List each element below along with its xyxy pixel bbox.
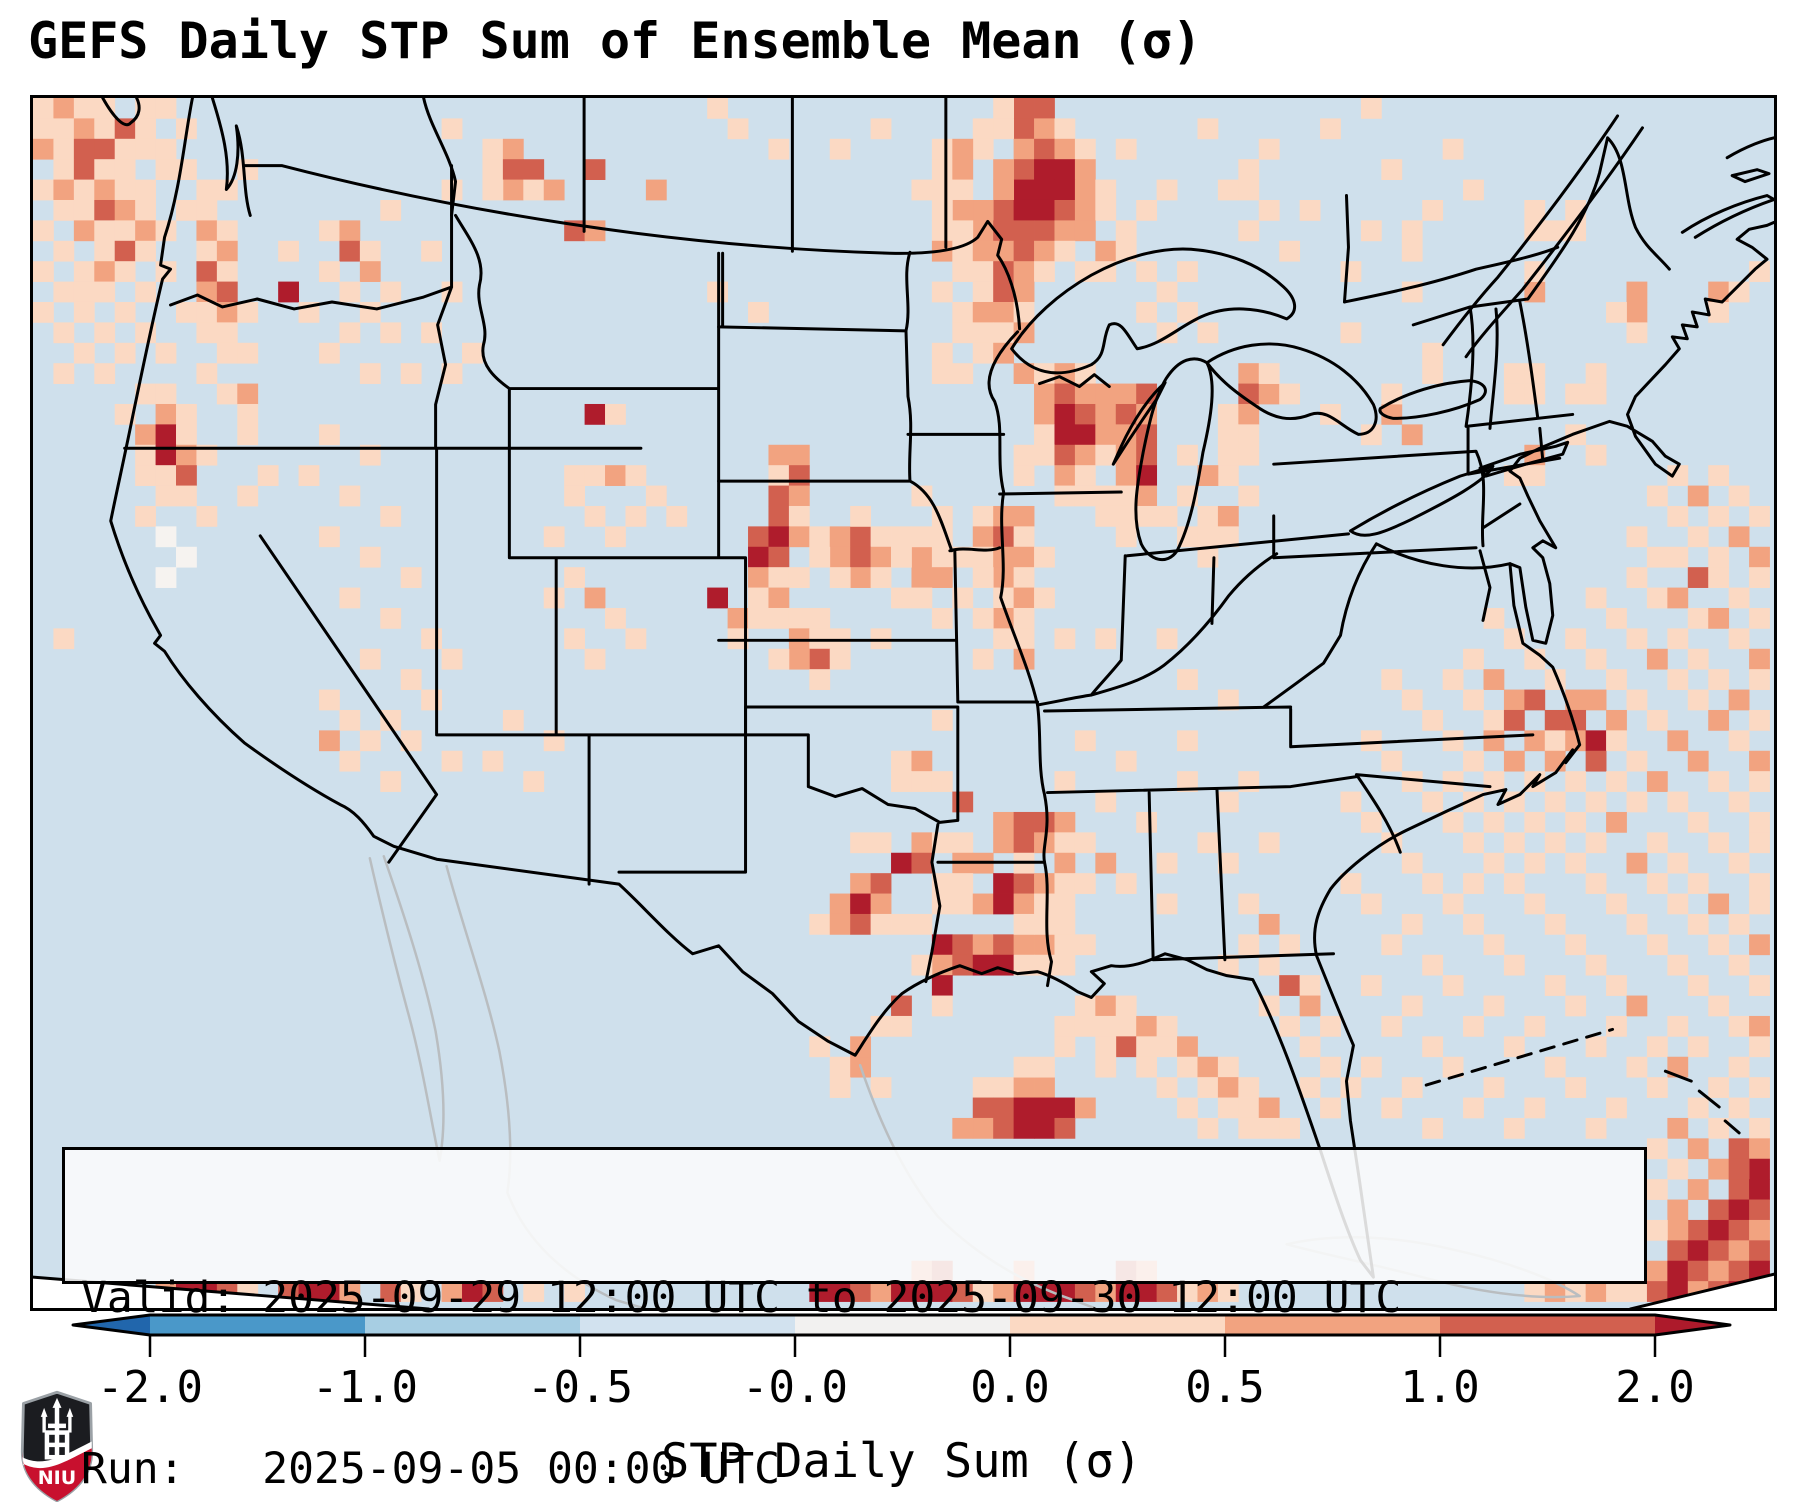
lake-erie-outline <box>1348 464 1495 537</box>
bc-alberta-border <box>422 98 458 217</box>
ontario-quebec-border <box>1342 194 1560 304</box>
colorbar-tick-label: 0.5 <box>1185 1362 1265 1413</box>
colorbar-over-arrow <box>1655 1315 1730 1335</box>
us-map <box>33 98 1774 1308</box>
cuba-north-coast-dashed <box>1424 1027 1615 1087</box>
western-state-borders <box>123 164 748 886</box>
colorbar-tick-label: 1.0 <box>1400 1362 1480 1413</box>
colorbar-tick-label: -0.5 <box>527 1362 633 1413</box>
st-lawrence-river <box>1441 114 1644 359</box>
plot-title: GEFS Daily STP Sum of Ensemble Mean (σ) <box>28 12 1202 70</box>
map-frame <box>30 95 1777 1311</box>
colorbar-tick-label: -0.0 <box>742 1362 848 1413</box>
colorbar-segment <box>365 1315 580 1335</box>
canada-border-49n <box>242 164 1022 331</box>
map-domain-boundary-right <box>1629 1272 1774 1308</box>
colorbar-tick-label: 0.0 <box>970 1362 1050 1413</box>
logo-white-swoosh <box>22 1441 92 1470</box>
plains-state-borders <box>717 250 1047 984</box>
map-domain-wedge-right <box>1634 1274 1774 1308</box>
green-bay-outline <box>1111 381 1167 466</box>
logo-text: NIU <box>38 1467 76 1489</box>
colorbar-under-arrow <box>73 1315 150 1335</box>
colorbar-segment <box>580 1315 795 1335</box>
colorbar-axis-label: STP Daily Sum (σ) <box>660 1434 1143 1489</box>
logo-red-band <box>22 1448 92 1501</box>
mississippi-river-borders <box>987 330 1053 988</box>
nova-scotia-coastline <box>1680 194 1774 239</box>
valid-run-info-box: Valid: 2025-09-29 12:00 UTC to 2025-09-3… <box>62 1147 1647 1494</box>
lake-superior-outline <box>1010 247 1297 375</box>
colorbar-tick-label: -2.0 <box>97 1362 203 1413</box>
new-england-borders <box>1411 136 1671 476</box>
logo-castle-windows <box>49 1434 65 1455</box>
colorbar-segments <box>150 1315 1655 1335</box>
valid-line: Valid: 2025-09-29 12:00 UTC to 2025-09-3… <box>81 1273 1402 1323</box>
colorbar-segment <box>150 1315 365 1335</box>
coastlines-and-borders <box>101 98 1774 1279</box>
gulf-st-lawrence-coastline <box>1725 136 1774 184</box>
lake-huron-outline <box>1205 342 1378 436</box>
lake-ontario-outline <box>1378 379 1487 420</box>
niu-logo: NIU <box>20 1390 94 1502</box>
puget-sound-coastline <box>210 98 252 217</box>
run-line: Run: 2025-09-05 00:00 UTC <box>81 1444 780 1494</box>
midwest-state-borders <box>998 373 1350 707</box>
colorbar-segment <box>1010 1315 1225 1335</box>
long-island-coastline <box>1478 440 1570 478</box>
pacific-gulf-atlantic-coastline <box>109 98 1774 1279</box>
colorbar-segment <box>795 1315 1010 1335</box>
colorbar <box>71 1313 1732 1357</box>
southern-state-borders <box>1043 705 1535 962</box>
stp-heatmap-cells <box>33 98 1770 1302</box>
bahamas-islands <box>1663 1069 1741 1135</box>
colorbar-tick-marks <box>148 1335 1657 1357</box>
appalachian-state-borders <box>1262 449 1522 709</box>
logo-castle-icon <box>40 1397 74 1460</box>
colorbar-tick-label: -1.0 <box>312 1362 418 1413</box>
vancouver-island-coastline <box>101 98 141 127</box>
colorbar-segment <box>1440 1315 1655 1335</box>
colorbar-tick-label: 2.0 <box>1615 1362 1695 1413</box>
colorbar-segment <box>1225 1315 1440 1335</box>
